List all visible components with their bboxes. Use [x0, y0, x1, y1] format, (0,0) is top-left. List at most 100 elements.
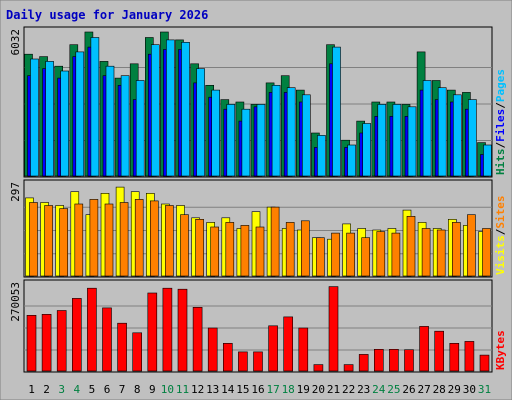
bar-pages-day-30	[468, 99, 477, 177]
panel-visits: 297 Visits/Sites	[9, 179, 507, 278]
bar-sites-day-21	[331, 232, 340, 277]
bar-kbytes-day-15	[238, 351, 248, 372]
bar-sites-day-8	[134, 199, 144, 277]
bar-sites-day-12	[195, 219, 204, 277]
x-tick-label: 4	[73, 383, 80, 396]
bar-sites-day-1	[29, 202, 38, 277]
x-tick-label: 20	[312, 383, 325, 396]
legend-entry: Files	[494, 109, 507, 142]
legend-entry: /	[494, 142, 507, 149]
bar-sites-day-11	[180, 214, 189, 277]
chart-title: Daily usage for January 2026	[6, 8, 208, 22]
bar-pages-day-2	[45, 61, 54, 177]
bar-kbytes-day-18	[283, 316, 294, 372]
bar-pages-day-31	[483, 144, 492, 177]
bar-kbytes-day-21	[328, 286, 339, 372]
bar-pages-day-29	[452, 94, 462, 177]
bar-pages-day-16	[256, 104, 266, 177]
bar-sites-day-10	[165, 205, 174, 277]
series-sites	[29, 199, 491, 277]
x-tick-label: 28	[433, 383, 446, 396]
bar-kbytes-day-12	[192, 306, 203, 372]
bar-kbytes-day-9	[147, 292, 158, 372]
bar-kbytes-day-24	[373, 348, 384, 372]
bar-pages-day-28	[437, 87, 447, 177]
bar-sites-day-16	[255, 226, 265, 277]
panel-visits-scale-label: 297	[9, 182, 22, 202]
bar-sites-day-2	[44, 205, 53, 277]
x-tick-label: 6	[104, 383, 111, 396]
x-tick-label: 19	[297, 383, 310, 396]
bar-sites-day-20	[316, 237, 325, 277]
x-tick-label: 10	[161, 383, 174, 396]
x-tick-label: 5	[89, 383, 96, 396]
x-tick-label: 1	[28, 383, 35, 396]
bar-pages-day-26	[407, 106, 417, 177]
bar-pages-day-27	[422, 80, 432, 177]
legend-entry: Sites	[494, 196, 507, 229]
bar-pages-day-25	[392, 104, 402, 177]
bar-kbytes-day-16	[253, 351, 263, 372]
bar-sites-day-9	[150, 200, 159, 277]
bar-pages-day-4	[75, 51, 85, 177]
legend-entry: Pages	[494, 69, 507, 102]
bar-kbytes-day-5	[87, 287, 97, 372]
bar-sites-day-3	[59, 208, 69, 277]
bar-kbytes-day-7	[117, 322, 127, 372]
x-tick-label: 30	[463, 383, 476, 396]
bar-pages-day-19	[301, 94, 311, 177]
panel-hits-scale-label: 6032	[9, 29, 22, 56]
bar-pages-day-24	[377, 104, 387, 177]
bar-kbytes-day-13	[207, 327, 218, 372]
bar-sites-day-28	[436, 229, 446, 277]
bar-kbytes-day-6	[102, 307, 112, 372]
bar-pages-day-18	[286, 87, 296, 177]
bar-sites-day-5	[89, 199, 99, 277]
bar-pages-day-21	[332, 46, 341, 177]
bar-kbytes-day-22	[343, 364, 354, 372]
bar-pages-day-15	[241, 108, 251, 177]
legend-entry: Hits	[494, 149, 507, 176]
x-tick-label: 15	[236, 383, 249, 396]
bar-sites-day-30	[467, 214, 476, 277]
legend-entry: /	[494, 228, 507, 235]
x-tick-label: 11	[176, 383, 189, 396]
bar-sites-day-14	[225, 222, 235, 277]
x-tick-label: 2	[43, 383, 50, 396]
bar-pages-day-8	[135, 80, 145, 177]
x-tick-label: 17	[266, 383, 279, 396]
x-tick-label: 26	[402, 383, 415, 396]
panel-hits-legend: Hits/Files/Pages	[494, 69, 507, 175]
x-tick-label: 14	[221, 383, 235, 396]
bar-sites-day-15	[240, 225, 250, 277]
bar-sites-day-23	[361, 237, 371, 277]
bar-sites-day-24	[376, 231, 386, 277]
bar-pages-day-6	[105, 65, 115, 177]
x-tick-label: 27	[417, 383, 430, 396]
bar-pages-day-22	[347, 144, 356, 177]
bar-kbytes-day-28	[434, 330, 445, 372]
bar-pages-day-1	[30, 58, 39, 177]
bar-kbytes-day-26	[404, 349, 414, 372]
x-tick-label: 7	[119, 383, 126, 396]
bar-kbytes-day-10	[162, 287, 173, 372]
x-tick-label: 31	[478, 383, 491, 396]
bar-pages-day-7	[120, 75, 130, 177]
x-tick-label: 13	[206, 383, 219, 396]
bar-sites-day-25	[391, 232, 401, 277]
bar-sites-day-29	[451, 222, 461, 277]
bar-kbytes-day-19	[298, 327, 309, 372]
bar-kbytes-day-31	[479, 354, 490, 372]
bar-sites-day-4	[74, 203, 84, 277]
legend-entry: KBytes	[494, 330, 507, 370]
bar-kbytes-day-23	[358, 354, 369, 372]
bar-kbytes-day-3	[56, 310, 67, 372]
x-tick-label: 25	[387, 383, 400, 396]
x-tick-label: 18	[282, 383, 295, 396]
legend-entry: Visits	[494, 235, 507, 275]
bar-sites-day-26	[406, 216, 416, 277]
bar-sites-day-13	[210, 226, 219, 277]
bar-sites-day-18	[285, 222, 295, 277]
legend-entry: /	[494, 102, 507, 109]
